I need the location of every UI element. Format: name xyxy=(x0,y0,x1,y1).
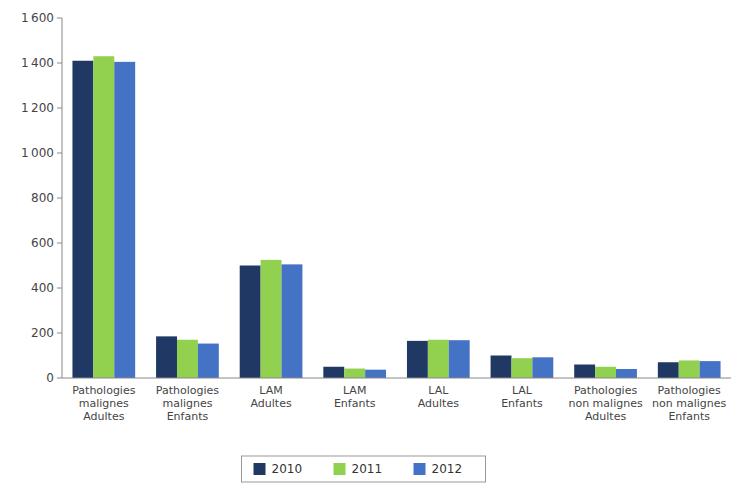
x-tick-label-line: LAL xyxy=(512,384,533,397)
legend-label: 2012 xyxy=(432,462,463,476)
x-tick-label-line: LAL xyxy=(428,384,449,397)
x-tick-label-line: Adultes xyxy=(418,397,459,410)
bar xyxy=(407,341,428,378)
x-axis-line xyxy=(62,378,731,379)
bar xyxy=(428,340,449,378)
y-tick xyxy=(57,63,62,64)
y-tick-label: 1 200 xyxy=(21,101,54,115)
bar xyxy=(679,360,700,378)
x-tick-label-line: Pathologies xyxy=(574,384,637,397)
y-axis-line xyxy=(62,18,63,378)
bar xyxy=(177,340,198,378)
bar xyxy=(114,62,135,378)
bar xyxy=(282,264,303,378)
x-tick-label: LALAdultes xyxy=(418,384,459,410)
legend: 2010 2011 2012 xyxy=(242,456,486,482)
y-tick xyxy=(57,378,62,379)
legend-label: 2011 xyxy=(352,462,383,476)
bar xyxy=(240,266,261,379)
y-tick xyxy=(57,18,62,19)
x-tick-label-line: Adultes xyxy=(83,410,124,423)
x-tick-label-line: Enfants xyxy=(501,397,543,410)
bar xyxy=(616,369,637,378)
bar xyxy=(574,365,595,379)
bar xyxy=(344,369,365,378)
bar xyxy=(511,358,532,378)
y-tick-label: 800 xyxy=(31,191,54,205)
bar xyxy=(658,362,679,378)
legend-swatch xyxy=(334,463,346,475)
y-tick xyxy=(57,108,62,109)
x-tick-label-line: Pathologies xyxy=(658,384,721,397)
chart: 0 200 400 600 800 1 000 1 200 1 400 1 600 Patholo… xyxy=(0,0,747,496)
bar xyxy=(532,357,553,378)
x-tick-label-line: Adultes xyxy=(585,410,626,423)
bar xyxy=(449,340,470,378)
bar xyxy=(365,370,386,378)
x-tick-label-line: malignes xyxy=(162,397,212,410)
x-tick-label: LALEnfants xyxy=(501,384,543,410)
bar xyxy=(156,336,177,378)
bar xyxy=(72,61,93,378)
legend-box xyxy=(242,456,486,482)
x-tick-label: Pathologiesnon malignesAdultes xyxy=(568,384,642,423)
x-tick-label-line: LAM xyxy=(259,384,282,397)
x-tick-label: PathologiesmalignesAdultes xyxy=(72,384,135,423)
bar xyxy=(700,361,721,378)
x-tick-label: LAMEnfants xyxy=(334,384,376,410)
bar xyxy=(491,356,512,379)
y-tick xyxy=(57,243,62,244)
x-tick-label: LAMAdultes xyxy=(250,384,291,410)
y-tick xyxy=(57,288,62,289)
y-tick-label: 200 xyxy=(31,326,54,340)
y-tick xyxy=(57,333,62,334)
bar xyxy=(323,367,344,378)
y-tick-label: 1 600 xyxy=(21,11,54,25)
y-tick-label: 1 400 xyxy=(21,56,54,70)
legend-label: 2010 xyxy=(272,462,303,476)
bar xyxy=(93,56,114,378)
y-tick xyxy=(57,198,62,199)
x-tick-label-line: Enfants xyxy=(167,410,209,423)
bar xyxy=(198,344,219,378)
bar xyxy=(261,260,282,378)
bar xyxy=(595,367,616,378)
x-tick-label-line: Adultes xyxy=(250,397,291,410)
x-tick-label-line: LAM xyxy=(343,384,366,397)
y-tick-label: 0 xyxy=(46,371,54,385)
x-tick-label: Pathologiesnon malignesEnfants xyxy=(652,384,726,423)
y-tick-label: 600 xyxy=(31,236,54,250)
x-tick-label-line: Pathologies xyxy=(156,384,219,397)
x-tick-label-line: Enfants xyxy=(334,397,376,410)
y-tick-label: 1 000 xyxy=(21,146,54,160)
y-axis: 0 200 400 600 800 1 000 1 200 1 400 1 600 xyxy=(21,11,62,385)
x-tick-label-line: non malignes xyxy=(652,397,726,410)
x-tick-label-line: Enfants xyxy=(668,410,710,423)
y-tick-label: 400 xyxy=(31,281,54,295)
bars xyxy=(72,56,720,378)
x-tick-label-line: Pathologies xyxy=(72,384,135,397)
y-tick xyxy=(57,153,62,154)
x-axis: PathologiesmalignesAdultesPathologiesmal… xyxy=(62,378,731,423)
legend-swatch xyxy=(254,463,266,475)
x-tick-label-line: malignes xyxy=(79,397,129,410)
x-tick-label-line: non malignes xyxy=(568,397,642,410)
x-tick-label: PathologiesmalignesEnfants xyxy=(156,384,219,423)
legend-swatch xyxy=(414,463,426,475)
